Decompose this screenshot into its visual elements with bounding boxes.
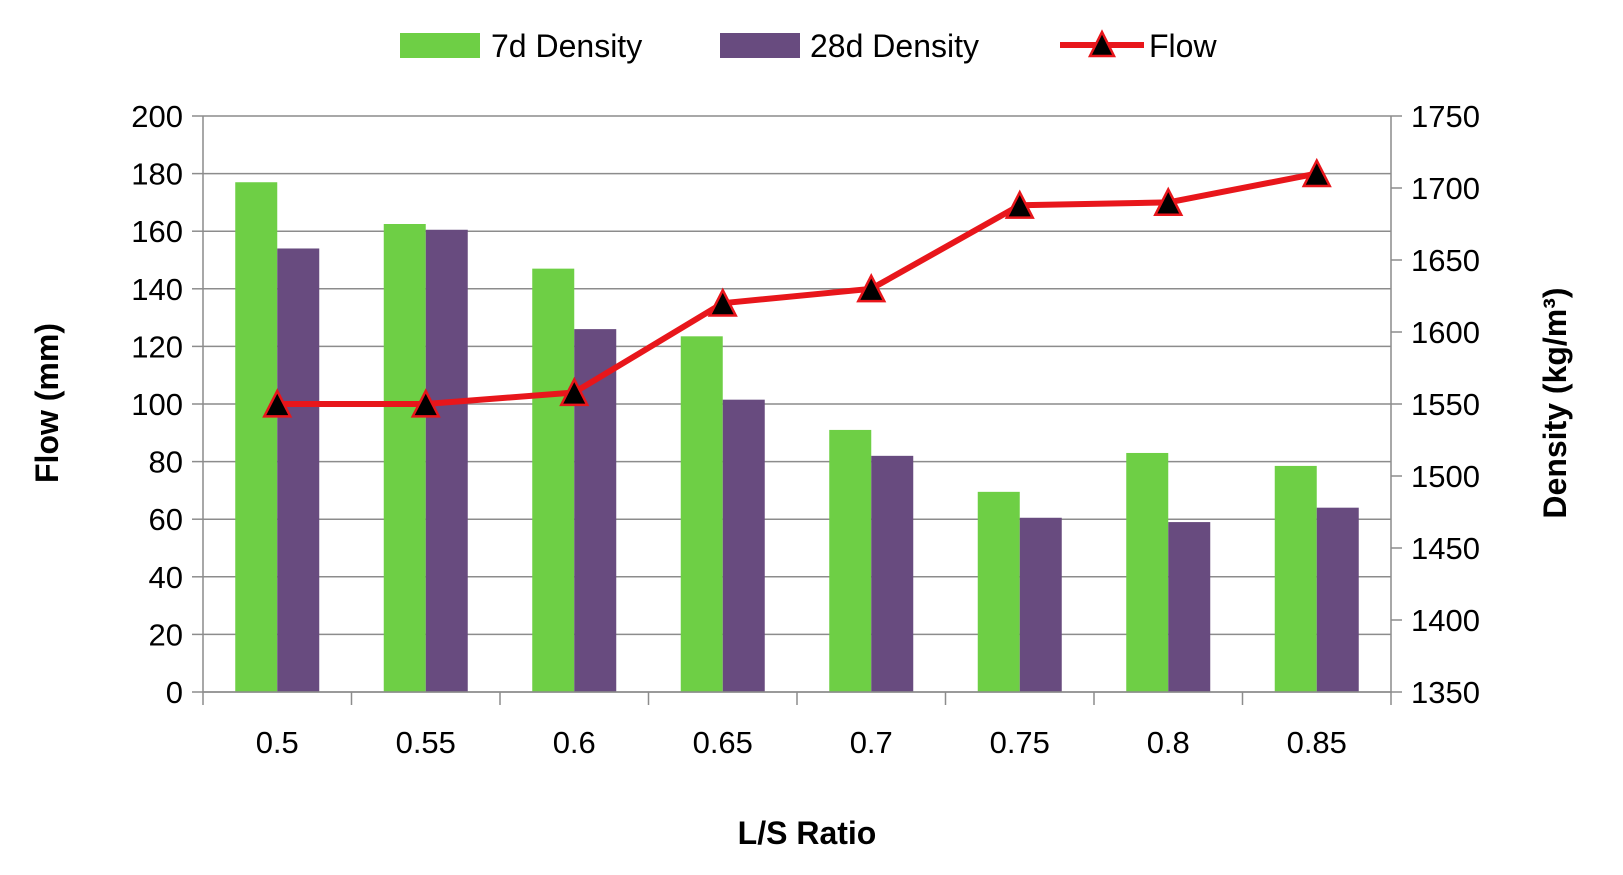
bar-7d-density [235,182,278,693]
bar-28d-density [871,455,914,692]
y-tick-label: 100 [131,387,183,422]
y-tick-label: 40 [149,560,183,595]
y-tick-label: 120 [131,329,183,364]
flow-point [1153,186,1184,216]
axes [192,115,1402,705]
bar-28d-density [722,399,765,692]
bar-28d-density [1316,507,1359,692]
bar-7d-density [977,491,1020,692]
y-tick-label: 200 [131,99,183,134]
legend: 7d Density 28d Density Flow [400,28,1217,64]
x-tick-label: 0.65 [693,725,753,760]
flow-point [559,376,590,407]
flow-point [707,287,738,317]
y2-tick-label: 1400 [1411,603,1480,638]
y2-tick-label: 1350 [1411,675,1480,710]
bar-7d-density [829,429,872,692]
bars [235,182,1359,693]
flow-point [856,273,887,303]
bar-28d-density [425,229,468,692]
legend-swatch-7d-density [400,33,480,58]
x-axis-title: L/S Ratio [738,815,877,851]
y2-tick-label: 1550 [1411,387,1480,422]
y2-tick-label: 1450 [1411,531,1480,566]
flow-line [262,157,1332,418]
x-tick-label: 0.7 [850,725,893,760]
y-tick-label: 80 [149,445,183,480]
flow-series-line [277,170,1318,407]
x-tick-label: 0.8 [1147,725,1190,760]
bar-7d-density [1126,452,1169,692]
legend-swatch-28d-density [720,33,800,58]
legend-label-7d-density: 7d Density [491,28,642,64]
bar-28d-density [574,329,617,692]
tick-labels: 0 20 40 60 80 100 120 140 160 180 200 1350 1400 1450 1… [131,99,1480,760]
flow-point [1004,189,1035,219]
y-tick-label: 60 [149,502,183,537]
y2-tick-label: 1600 [1411,315,1480,350]
y-tick-label: 140 [131,272,183,307]
x-tick-label: 0.85 [1287,725,1347,760]
x-tick-label: 0.55 [396,725,456,760]
y-axis-title: Flow (mm) [29,323,65,483]
legend-label-flow: Flow [1149,28,1217,64]
y2-tick-label: 1700 [1411,171,1480,206]
flow-point [1301,157,1332,188]
legend-label-28d-density: 28d Density [810,28,979,64]
y-tick-label: 160 [131,214,183,249]
flow-point [410,388,441,418]
bar-28d-density [277,248,320,693]
x-tick-label: 0.6 [553,725,596,760]
bar-28d-density [1019,517,1062,692]
bar-28d-density [1168,522,1211,692]
bar-7d-density [532,268,575,692]
y2-axis-title: Density (kg/m³) [1537,287,1573,518]
x-tick-label: 0.5 [256,725,299,760]
y2-tick-label: 1650 [1411,243,1480,278]
flow-point [262,388,293,418]
y2-tick-label: 1750 [1411,99,1480,134]
y-tick-label: 0 [166,675,183,710]
bar-7d-density [680,336,723,692]
y-tick-label: 180 [131,157,183,192]
bar-7d-density [1274,465,1317,692]
y2-tick-label: 1500 [1411,459,1480,494]
x-tick-label: 0.75 [990,725,1050,760]
legend-marker-flow-icon [1087,29,1117,58]
y-tick-label: 20 [149,617,183,652]
bar-7d-density [383,224,426,692]
